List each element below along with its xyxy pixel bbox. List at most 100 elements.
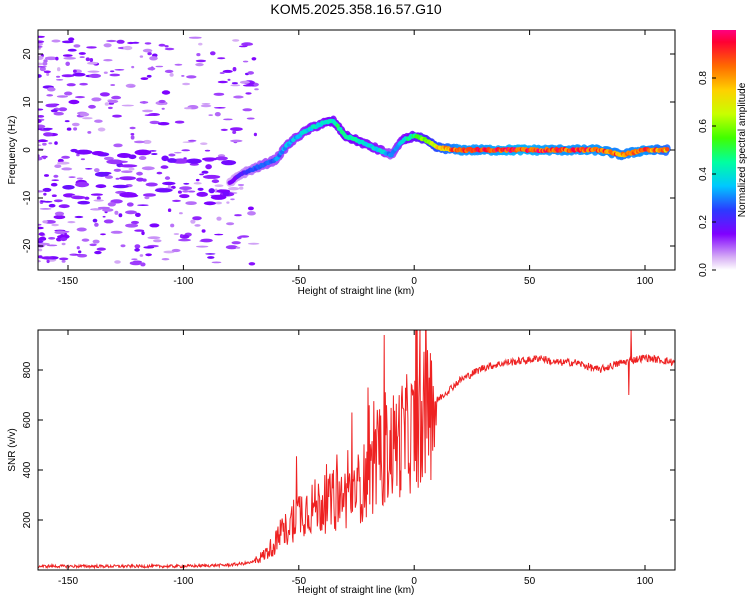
- noise-blob: [208, 188, 215, 194]
- noise-speckle: [38, 260, 41, 263]
- y-tick-label: 10: [22, 96, 33, 108]
- noise-speckle: [185, 201, 197, 206]
- noise-speckle: [42, 127, 53, 131]
- noise-speckle: [51, 194, 57, 197]
- noise-speckle: [39, 208, 52, 210]
- noise-speckle: [182, 82, 191, 86]
- noise-speckle: [231, 241, 241, 245]
- x-tick-label: -50: [292, 276, 307, 287]
- noise-speckle: [106, 39, 117, 43]
- noise-speckle: [38, 226, 44, 230]
- noise-speckle: [115, 177, 120, 180]
- noise-speckle: [94, 168, 100, 173]
- noise-speckle: [131, 41, 140, 44]
- noise-speckle: [129, 261, 142, 266]
- noise-speckle: [53, 199, 63, 203]
- noise-speckle: [73, 44, 81, 48]
- noise-speckle: [47, 87, 56, 92]
- noise-speckle: [38, 115, 45, 118]
- x-tick-label: -50: [292, 576, 307, 587]
- noise-speckle: [172, 199, 181, 202]
- noise-speckle: [92, 239, 100, 244]
- noise-speckle: [87, 61, 98, 65]
- noise-speckle: [140, 262, 146, 267]
- noise-speckle: [54, 211, 65, 216]
- noise-speckle: [156, 171, 163, 175]
- y-tick-label: 20: [22, 48, 33, 60]
- snr-y-label: SNR (v/v): [7, 428, 18, 471]
- noise-speckle: [63, 57, 76, 60]
- noise-speckle: [103, 71, 108, 74]
- noise-blob: [119, 176, 136, 181]
- noise-speckle: [103, 43, 112, 48]
- noise-speckle: [134, 244, 141, 249]
- snr-x-label: Height of straight line (km): [298, 585, 415, 596]
- noise-speckle: [113, 143, 123, 148]
- noise-speckle: [178, 238, 191, 242]
- noise-speckle: [38, 144, 42, 147]
- noise-speckle: [101, 208, 114, 212]
- noise-speckle: [164, 176, 171, 180]
- noise-speckle: [74, 215, 84, 219]
- noise-speckle: [104, 102, 110, 106]
- noise-speckle: [169, 73, 174, 77]
- noise-speckle: [219, 72, 225, 74]
- noise-speckle: [147, 67, 156, 71]
- noise-speckle: [133, 140, 145, 144]
- noise-speckle: [92, 208, 99, 211]
- noise-speckle: [82, 117, 93, 120]
- noise-speckle: [103, 156, 114, 161]
- noise-speckle: [129, 85, 136, 88]
- noise-speckle: [76, 153, 80, 157]
- noise-speckle: [131, 220, 139, 225]
- colorbar-tick-label: 0.4: [698, 167, 709, 181]
- noise-speckle: [179, 186, 193, 191]
- colorbar-tick-label: 0.2: [698, 215, 709, 229]
- noise-blob: [161, 155, 169, 162]
- noise-speckle: [89, 58, 94, 62]
- snr-panel: -150 -100 -50 0 50 100 200 400 600 800 Height of…: [7, 329, 676, 596]
- noise-speckle: [99, 92, 110, 97]
- noise-speckle: [226, 201, 230, 204]
- noise-speckle: [61, 155, 70, 159]
- noise-speckle: [88, 104, 96, 109]
- noise-speckle: [68, 37, 75, 42]
- noise-speckle: [46, 244, 58, 247]
- noise-speckle: [54, 141, 58, 145]
- x-tick-label: -150: [58, 576, 78, 587]
- noise-speckle: [188, 36, 202, 39]
- noise-blob: [162, 181, 176, 186]
- snr-y-ticks: 200 400 600 800: [22, 361, 675, 528]
- noise-speckle: [38, 45, 43, 48]
- noise-speckle: [38, 248, 43, 252]
- noise-speckle: [100, 233, 106, 236]
- noise-speckle: [198, 42, 203, 46]
- noise-speckle: [61, 40, 74, 44]
- noise-speckle: [135, 212, 141, 217]
- noise-speckle: [118, 213, 123, 218]
- noise-speckle: [247, 211, 256, 216]
- snr-x-ticks: -150 -100 -50 0 50 100: [58, 330, 654, 587]
- colorbar: 0.0 0.2 0.4 0.6 0.8 Normalized spectral ampl…: [698, 30, 748, 277]
- noise-speckle: [81, 238, 90, 242]
- noise-speckle: [67, 48, 77, 52]
- noise-speckle: [200, 238, 213, 243]
- noise-speckle: [246, 117, 255, 120]
- noise-speckle: [137, 204, 149, 206]
- snr-plot-area: [38, 330, 675, 570]
- noise-speckle: [125, 210, 137, 215]
- x-tick-label: -150: [58, 276, 78, 287]
- noise-speckle: [103, 219, 114, 224]
- noise-speckle: [214, 112, 221, 117]
- noise-speckle: [68, 99, 80, 105]
- noise-speckle: [204, 149, 211, 152]
- noise-speckle: [42, 61, 48, 66]
- noise-speckle: [187, 139, 197, 142]
- noise-speckle: [89, 243, 97, 247]
- noise-speckle: [102, 215, 106, 218]
- noise-speckle: [110, 70, 115, 73]
- noise-speckle: [248, 262, 256, 266]
- noise-blob: [75, 149, 93, 155]
- noise-speckle: [179, 212, 183, 215]
